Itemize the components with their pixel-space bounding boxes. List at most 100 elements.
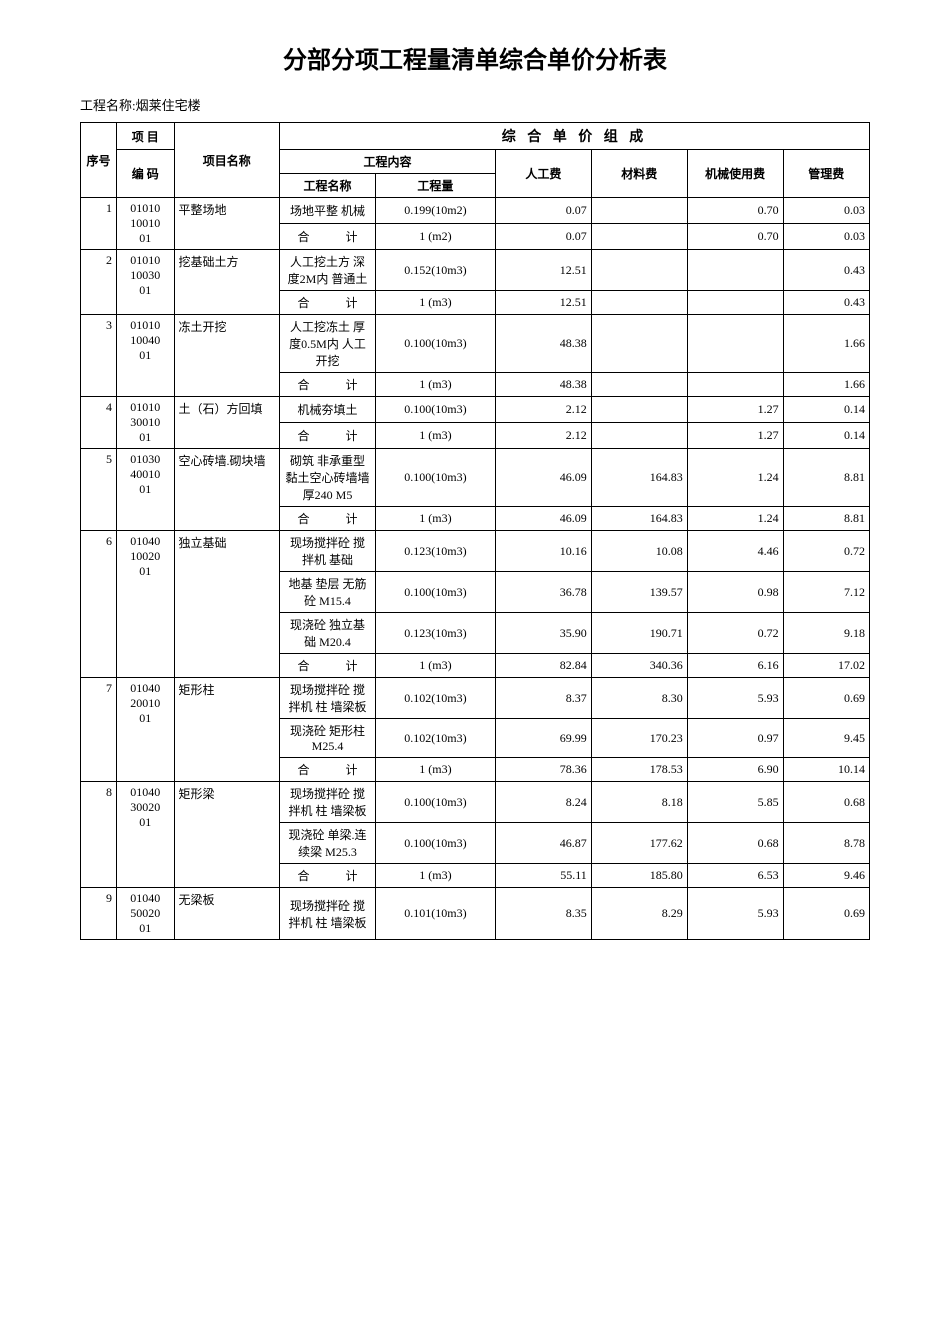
cell-machine — [687, 315, 783, 373]
cell-material: 177.62 — [591, 823, 687, 864]
cell-subtotal-material — [591, 423, 687, 449]
cell-machine: 0.70 — [687, 198, 783, 224]
cell-content-qty: 0.102(10m3) — [375, 678, 495, 719]
cell-content-name: 人工挖土方 深度2M内 普通土 — [280, 250, 376, 291]
cell-labor: 8.35 — [495, 888, 591, 940]
page-title: 分部分项工程量清单综合单价分析表 — [80, 40, 870, 75]
cell-seq: 2 — [81, 250, 117, 315]
cell-mgmt: 1.66 — [783, 315, 869, 373]
cell-name: 平整场地 — [174, 198, 280, 250]
cell-content-name: 现场搅拌砼 搅拌机 柱 墙梁板 — [280, 678, 376, 719]
cell-content-name: 场地平整 机械 — [280, 198, 376, 224]
cell-mgmt: 0.69 — [783, 888, 869, 940]
cell-content-name: 地基 垫层 无筋砼 M15.4 — [280, 572, 376, 613]
cell-code: 01010 10040 01 — [116, 315, 174, 397]
cell-labor: 8.37 — [495, 678, 591, 719]
cell-subtotal-label: 合计 — [280, 864, 376, 888]
cell-subtotal-label: 合计 — [280, 373, 376, 397]
table-row: 701040 20010 01矩形柱现场搅拌砼 搅拌机 柱 墙梁板0.102(1… — [81, 678, 870, 719]
cell-name: 矩形梁 — [174, 782, 280, 888]
cell-code: 01010 10010 01 — [116, 198, 174, 250]
cell-code: 01040 10020 01 — [116, 531, 174, 678]
cell-content-qty: 0.123(10m3) — [375, 613, 495, 654]
cell-subtotal-material: 164.83 — [591, 507, 687, 531]
table-header: 序号 项 目 项目名称 综 合 单 价 组 成 编 码 工程内容 人工费 材料费… — [81, 123, 870, 198]
hdr-code: 编 码 — [116, 150, 174, 198]
cell-subtotal-machine — [687, 291, 783, 315]
cell-labor: 12.51 — [495, 250, 591, 291]
cell-subtotal-mgmt: 8.81 — [783, 507, 869, 531]
hdr-mgmt: 管理费 — [783, 150, 869, 198]
table-body: 101010 10010 01平整场地场地平整 机械0.199(10m2)0.0… — [81, 198, 870, 940]
cell-labor: 0.07 — [495, 198, 591, 224]
cell-mgmt: 8.81 — [783, 449, 869, 507]
hdr-content-group: 工程内容 — [280, 150, 496, 174]
cell-code: 01010 10030 01 — [116, 250, 174, 315]
cell-material: 170.23 — [591, 719, 687, 758]
cell-name: 空心砖墙.砌块墙 — [174, 449, 280, 531]
table-row: 201010 10030 01挖基础土方人工挖土方 深度2M内 普通土0.152… — [81, 250, 870, 291]
table-row: 801040 30020 01矩形梁现场搅拌砼 搅拌机 柱 墙梁板0.100(1… — [81, 782, 870, 823]
cell-mgmt: 0.14 — [783, 397, 869, 423]
cell-content-qty: 0.199(10m2) — [375, 198, 495, 224]
cell-content-name: 现浇砼 矩形柱 M25.4 — [280, 719, 376, 758]
cell-material — [591, 250, 687, 291]
project-name-label: 工程名称: — [80, 98, 136, 113]
cell-subtotal-label: 合计 — [280, 654, 376, 678]
table-row: 501030 40010 01空心砖墙.砌块墙砌筑 非承重型黏土空心砖墙墙厚24… — [81, 449, 870, 507]
cell-material — [591, 198, 687, 224]
cell-mgmt: 0.43 — [783, 250, 869, 291]
cell-seq: 8 — [81, 782, 117, 888]
table-row: 401010 30010 01土（石）方回填机械夯填土0.100(10m3)2.… — [81, 397, 870, 423]
cell-machine: 1.27 — [687, 397, 783, 423]
cell-subtotal-mgmt: 1.66 — [783, 373, 869, 397]
hdr-seq: 序号 — [81, 123, 117, 198]
cell-subtotal-label: 合计 — [280, 423, 376, 449]
cell-machine: 0.72 — [687, 613, 783, 654]
cell-content-qty: 0.100(10m3) — [375, 823, 495, 864]
cell-machine: 0.68 — [687, 823, 783, 864]
cell-subtotal-label: 合计 — [280, 758, 376, 782]
cell-subtotal-material: 178.53 — [591, 758, 687, 782]
cell-name: 独立基础 — [174, 531, 280, 678]
cell-machine: 4.46 — [687, 531, 783, 572]
cell-subtotal-mgmt: 17.02 — [783, 654, 869, 678]
cell-content-name: 人工挖冻土 厚度0.5M内 人工开挖 — [280, 315, 376, 373]
cell-material: 8.18 — [591, 782, 687, 823]
cell-subtotal-machine: 6.16 — [687, 654, 783, 678]
cell-labor: 10.16 — [495, 531, 591, 572]
cell-subtotal-machine: 6.53 — [687, 864, 783, 888]
cell-labor: 35.90 — [495, 613, 591, 654]
hdr-price-group: 综 合 单 价 组 成 — [280, 123, 870, 150]
cell-labor: 2.12 — [495, 397, 591, 423]
cell-subtotal-mgmt: 10.14 — [783, 758, 869, 782]
cell-seq: 6 — [81, 531, 117, 678]
cell-subtotal-labor: 0.07 — [495, 224, 591, 250]
cell-content-qty: 0.100(10m3) — [375, 315, 495, 373]
cell-name: 无梁板 — [174, 888, 280, 940]
cell-subtotal-labor: 82.84 — [495, 654, 591, 678]
cell-subtotal-label: 合计 — [280, 291, 376, 315]
cell-seq: 5 — [81, 449, 117, 531]
cell-mgmt: 9.18 — [783, 613, 869, 654]
cell-code: 01040 50020 01 — [116, 888, 174, 940]
hdr-machine: 机械使用费 — [687, 150, 783, 198]
hdr-item: 项 目 — [116, 123, 174, 150]
cell-subtotal-qty: 1 (m3) — [375, 507, 495, 531]
cell-labor: 69.99 — [495, 719, 591, 758]
cell-seq: 9 — [81, 888, 117, 940]
cell-machine: 0.97 — [687, 719, 783, 758]
cell-name: 矩形柱 — [174, 678, 280, 782]
cell-code: 01010 30010 01 — [116, 397, 174, 449]
cell-machine: 5.93 — [687, 678, 783, 719]
hdr-labor: 人工费 — [495, 150, 591, 198]
cell-subtotal-material — [591, 373, 687, 397]
cell-material — [591, 397, 687, 423]
hdr-name: 项目名称 — [174, 123, 280, 198]
hdr-content-name: 工程名称 — [280, 174, 376, 198]
cell-material: 10.08 — [591, 531, 687, 572]
cell-subtotal-qty: 1 (m3) — [375, 864, 495, 888]
cell-mgmt: 0.68 — [783, 782, 869, 823]
cell-content-qty: 0.152(10m3) — [375, 250, 495, 291]
cell-machine: 5.85 — [687, 782, 783, 823]
